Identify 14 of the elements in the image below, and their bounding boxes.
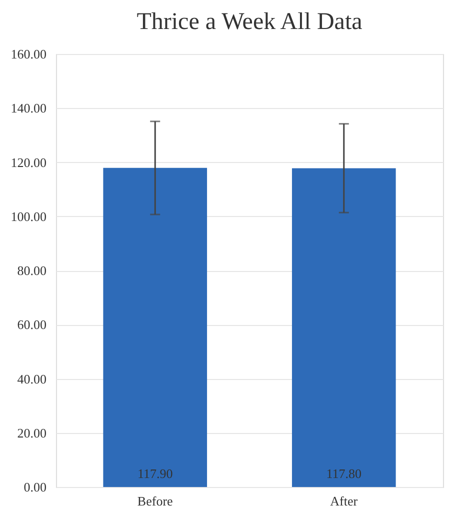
x-tick-label: Before bbox=[137, 494, 174, 508]
y-tick-label: 120.00 bbox=[10, 154, 46, 170]
y-tick-label: 100.00 bbox=[10, 208, 46, 224]
x-tick-label: After bbox=[330, 494, 358, 508]
y-tick-label: 60.00 bbox=[17, 317, 46, 332]
data-label: 117.80 bbox=[326, 466, 362, 481]
y-tick-label: 160.00 bbox=[10, 46, 46, 62]
data-label: 117.90 bbox=[137, 466, 173, 481]
chart-title: Thrice a Week All Data bbox=[136, 9, 363, 35]
y-tick-label: 20.00 bbox=[17, 425, 46, 440]
y-tick-label: 40.00 bbox=[17, 371, 46, 386]
y-tick-label: 0.00 bbox=[24, 480, 46, 494]
y-tick-label: 140.00 bbox=[10, 100, 46, 116]
y-tick-label: 80.00 bbox=[17, 263, 46, 278]
